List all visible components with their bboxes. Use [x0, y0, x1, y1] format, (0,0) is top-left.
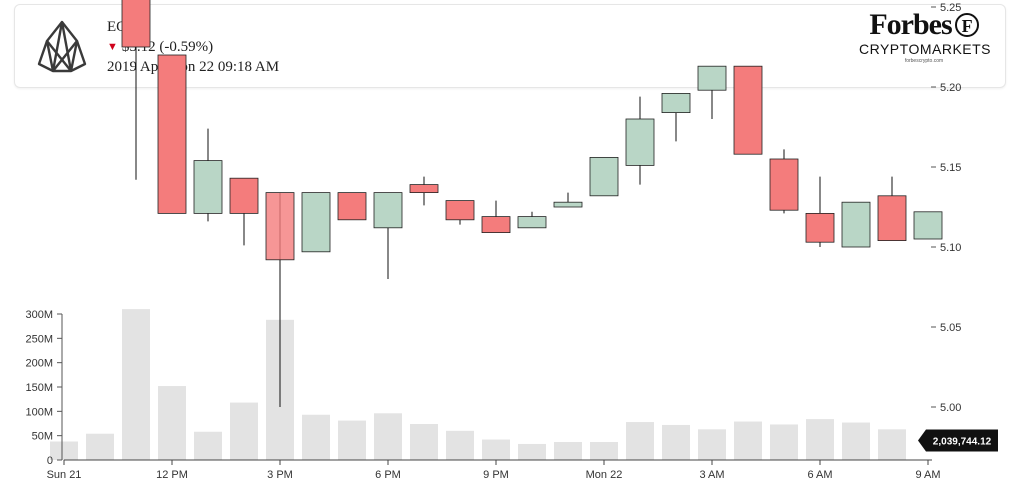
volume-bar — [302, 414, 330, 460]
volume-bar — [158, 386, 186, 460]
volume-bar — [482, 439, 510, 460]
volume-bar — [50, 441, 78, 460]
volume-tick-label: 300M — [25, 309, 53, 321]
last-volume-tag — [918, 429, 998, 452]
time-tick-label: 3 PM — [267, 469, 293, 481]
candle-down — [445, 200, 475, 221]
brand-url: forbescrypto.com — [904, 58, 944, 64]
volume-tick-label: 0 — [47, 455, 53, 467]
volume-tick-label: 250M — [25, 333, 53, 345]
candle-up — [553, 201, 583, 208]
volume-tick-label: 50M — [32, 431, 53, 443]
volume-bar — [842, 422, 870, 460]
time-tick-label: 12 PM — [156, 469, 188, 481]
candle-down — [409, 184, 439, 194]
price-tick-label: 5.05 — [940, 322, 961, 334]
down-arrow-icon: ▼ — [107, 41, 118, 53]
candle-down — [805, 212, 835, 243]
price-tick-label: 5.00 — [940, 402, 961, 414]
volume-tick-label: 150M — [25, 382, 53, 394]
candle-down — [229, 177, 259, 214]
candle-down — [337, 192, 367, 221]
time-tick-label: Mon 22 — [586, 469, 623, 481]
volume-bar — [122, 309, 150, 460]
brand-logo[interactable]: Forbes F CRYPTOMARKETS forbescrypto.com — [859, 8, 992, 65]
volume-tick-label: 100M — [25, 406, 53, 418]
candle-up — [661, 93, 691, 114]
brand-name: Forbes F — [869, 8, 979, 41]
candle-down — [157, 54, 187, 214]
brand-badge-icon: F — [954, 13, 979, 37]
candle-up — [373, 192, 403, 229]
time-tick-label: 6 AM — [807, 469, 832, 481]
last-volume-label: 2,039,744.12 — [933, 437, 992, 448]
time-tick-label: Sun 21 — [47, 469, 82, 481]
price-tick-label: 5.10 — [940, 242, 961, 254]
volume-bar — [626, 422, 654, 460]
price-tick-label: 5.25 — [940, 2, 961, 14]
volume-bar — [230, 402, 258, 460]
volume-bar — [518, 443, 546, 460]
volume-bar — [86, 433, 114, 460]
volume-bar — [770, 424, 798, 460]
volume-bar — [374, 413, 402, 460]
volume-bar — [194, 431, 222, 460]
brand-name-text: Forbes — [869, 8, 952, 41]
volume-bar — [410, 423, 438, 460]
candle-down — [733, 65, 763, 155]
candle-up — [589, 156, 619, 197]
candle-up — [913, 211, 943, 240]
candle-up — [517, 216, 547, 229]
candle-up — [301, 192, 331, 253]
brand-subtitle: CRYPTOMARKETS — [859, 41, 992, 57]
time-tick-label: 9 PM — [483, 469, 509, 481]
time-tick-label: 6 PM — [375, 469, 401, 481]
volume-bar — [662, 424, 690, 460]
price-tick-label: 5.15 — [940, 162, 961, 174]
eos-logo-icon — [37, 20, 87, 73]
candle-down — [121, 0, 151, 48]
volume-bar — [878, 429, 906, 460]
volume-bar — [806, 419, 834, 460]
candle-down — [877, 195, 907, 242]
candle-down — [481, 216, 511, 234]
volume-bar — [734, 421, 762, 460]
candle-up — [193, 160, 223, 214]
candle-up — [841, 201, 871, 248]
candle-up — [625, 118, 655, 166]
volume-bar — [554, 441, 582, 460]
volume-bar — [698, 429, 726, 460]
datetime: 2019 Apr Mon 22 09:18 AM — [107, 59, 280, 75]
volume-tick-label: 200M — [25, 358, 53, 370]
price-tick-label: 5.20 — [940, 82, 961, 94]
volume-bar — [338, 420, 366, 460]
time-tick-label: 3 AM — [699, 469, 724, 481]
volume-bar — [590, 441, 618, 460]
time-tick-label: 9 AM — [915, 469, 940, 481]
candle-down — [265, 192, 295, 261]
volume-bar — [446, 430, 474, 460]
candle-up — [697, 65, 727, 91]
candle-down — [769, 158, 799, 211]
